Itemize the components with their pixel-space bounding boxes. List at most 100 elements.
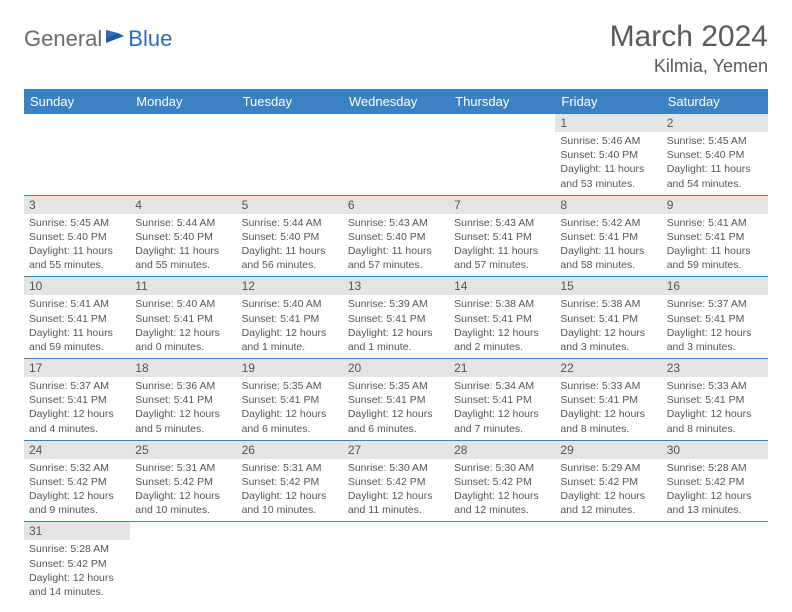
sunset-text: Sunset: 5:40 PM: [560, 148, 656, 162]
day-number: 20: [343, 359, 449, 377]
day-header: Monday: [130, 89, 236, 114]
logo: General Blue: [24, 20, 172, 52]
day-number: 23: [662, 359, 768, 377]
day-content: Sunrise: 5:38 AMSunset: 5:41 PMDaylight:…: [449, 295, 555, 358]
sunset-text: Sunset: 5:42 PM: [242, 475, 338, 489]
day-header: Thursday: [449, 89, 555, 114]
calendar-cell: [130, 522, 236, 603]
calendar-cell: [449, 522, 555, 603]
sunrise-text: Sunrise: 5:29 AM: [560, 461, 656, 475]
logo-text-blue: Blue: [128, 26, 172, 52]
calendar-cell: 25Sunrise: 5:31 AMSunset: 5:42 PMDayligh…: [130, 440, 236, 522]
day-content: Sunrise: 5:33 AMSunset: 5:41 PMDaylight:…: [662, 377, 768, 440]
calendar-cell: 4Sunrise: 5:44 AMSunset: 5:40 PMDaylight…: [130, 195, 236, 277]
day-number: 18: [130, 359, 236, 377]
daylight-text: Daylight: 12 hours and 3 minutes.: [560, 326, 656, 354]
day-content: Sunrise: 5:39 AMSunset: 5:41 PMDaylight:…: [343, 295, 449, 358]
day-header: Friday: [555, 89, 661, 114]
sunrise-text: Sunrise: 5:37 AM: [667, 297, 763, 311]
daylight-text: Daylight: 11 hours and 53 minutes.: [560, 162, 656, 190]
sunrise-text: Sunrise: 5:42 AM: [560, 216, 656, 230]
daylight-text: Daylight: 12 hours and 13 minutes.: [667, 489, 763, 517]
sunrise-text: Sunrise: 5:30 AM: [348, 461, 444, 475]
sunrise-text: Sunrise: 5:41 AM: [29, 297, 125, 311]
calendar-cell: 14Sunrise: 5:38 AMSunset: 5:41 PMDayligh…: [449, 277, 555, 359]
day-content: Sunrise: 5:30 AMSunset: 5:42 PMDaylight:…: [449, 459, 555, 522]
daylight-text: Daylight: 12 hours and 6 minutes.: [242, 407, 338, 435]
calendar-cell: 9Sunrise: 5:41 AMSunset: 5:41 PMDaylight…: [662, 195, 768, 277]
calendar-cell: 8Sunrise: 5:42 AMSunset: 5:41 PMDaylight…: [555, 195, 661, 277]
daylight-text: Daylight: 12 hours and 8 minutes.: [667, 407, 763, 435]
calendar-cell: [343, 522, 449, 603]
day-content: Sunrise: 5:31 AMSunset: 5:42 PMDaylight:…: [237, 459, 343, 522]
calendar-cell: [343, 114, 449, 195]
month-title: March 2024: [610, 20, 768, 54]
sunrise-text: Sunrise: 5:35 AM: [242, 379, 338, 393]
sunrise-text: Sunrise: 5:43 AM: [348, 216, 444, 230]
sunset-text: Sunset: 5:41 PM: [29, 312, 125, 326]
sunset-text: Sunset: 5:41 PM: [454, 393, 550, 407]
day-content: Sunrise: 5:43 AMSunset: 5:41 PMDaylight:…: [449, 214, 555, 277]
daylight-text: Daylight: 12 hours and 14 minutes.: [29, 571, 125, 599]
calendar-cell: 18Sunrise: 5:36 AMSunset: 5:41 PMDayligh…: [130, 359, 236, 441]
sunset-text: Sunset: 5:40 PM: [242, 230, 338, 244]
location: Kilmia, Yemen: [610, 56, 768, 77]
calendar-cell: 26Sunrise: 5:31 AMSunset: 5:42 PMDayligh…: [237, 440, 343, 522]
sunset-text: Sunset: 5:41 PM: [135, 312, 231, 326]
day-number: 12: [237, 277, 343, 295]
daylight-text: Daylight: 12 hours and 11 minutes.: [348, 489, 444, 517]
sunset-text: Sunset: 5:41 PM: [242, 393, 338, 407]
day-number: 2: [662, 114, 768, 132]
calendar-cell: [449, 114, 555, 195]
logo-flag-icon: [104, 28, 126, 51]
sunset-text: Sunset: 5:40 PM: [135, 230, 231, 244]
calendar-cell: [555, 522, 661, 603]
daylight-text: Daylight: 12 hours and 12 minutes.: [560, 489, 656, 517]
day-content: Sunrise: 5:44 AMSunset: 5:40 PMDaylight:…: [237, 214, 343, 277]
sunset-text: Sunset: 5:42 PM: [29, 557, 125, 571]
daylight-text: Daylight: 12 hours and 0 minutes.: [135, 326, 231, 354]
calendar-body: 1Sunrise: 5:46 AMSunset: 5:40 PMDaylight…: [24, 114, 768, 603]
day-header: Saturday: [662, 89, 768, 114]
sunset-text: Sunset: 5:42 PM: [29, 475, 125, 489]
day-content: Sunrise: 5:32 AMSunset: 5:42 PMDaylight:…: [24, 459, 130, 522]
calendar-cell: 16Sunrise: 5:37 AMSunset: 5:41 PMDayligh…: [662, 277, 768, 359]
calendar-cell: 21Sunrise: 5:34 AMSunset: 5:41 PMDayligh…: [449, 359, 555, 441]
sunrise-text: Sunrise: 5:36 AM: [135, 379, 231, 393]
day-content: Sunrise: 5:44 AMSunset: 5:40 PMDaylight:…: [130, 214, 236, 277]
daylight-text: Daylight: 11 hours and 55 minutes.: [135, 244, 231, 272]
daylight-text: Daylight: 12 hours and 10 minutes.: [242, 489, 338, 517]
daylight-text: Daylight: 12 hours and 1 minute.: [348, 326, 444, 354]
day-number: 4: [130, 196, 236, 214]
day-content: Sunrise: 5:37 AMSunset: 5:41 PMDaylight:…: [662, 295, 768, 358]
day-number: 27: [343, 441, 449, 459]
sunset-text: Sunset: 5:41 PM: [667, 230, 763, 244]
sunset-text: Sunset: 5:41 PM: [560, 393, 656, 407]
day-content: Sunrise: 5:29 AMSunset: 5:42 PMDaylight:…: [555, 459, 661, 522]
day-number: 5: [237, 196, 343, 214]
day-number: 9: [662, 196, 768, 214]
sunrise-text: Sunrise: 5:46 AM: [560, 134, 656, 148]
sunset-text: Sunset: 5:42 PM: [135, 475, 231, 489]
daylight-text: Daylight: 12 hours and 12 minutes.: [454, 489, 550, 517]
sunrise-text: Sunrise: 5:41 AM: [667, 216, 763, 230]
daylight-text: Daylight: 11 hours and 58 minutes.: [560, 244, 656, 272]
calendar-cell: 7Sunrise: 5:43 AMSunset: 5:41 PMDaylight…: [449, 195, 555, 277]
sunrise-text: Sunrise: 5:34 AM: [454, 379, 550, 393]
daylight-text: Daylight: 12 hours and 10 minutes.: [135, 489, 231, 517]
daylight-text: Daylight: 11 hours and 55 minutes.: [29, 244, 125, 272]
day-number: 13: [343, 277, 449, 295]
sunset-text: Sunset: 5:41 PM: [454, 312, 550, 326]
calendar-cell: 11Sunrise: 5:40 AMSunset: 5:41 PMDayligh…: [130, 277, 236, 359]
day-number: 24: [24, 441, 130, 459]
calendar-table: SundayMondayTuesdayWednesdayThursdayFrid…: [24, 89, 768, 603]
sunrise-text: Sunrise: 5:40 AM: [135, 297, 231, 311]
day-header: Sunday: [24, 89, 130, 114]
calendar-cell: [662, 522, 768, 603]
daylight-text: Daylight: 12 hours and 2 minutes.: [454, 326, 550, 354]
sunrise-text: Sunrise: 5:40 AM: [242, 297, 338, 311]
day-number: 16: [662, 277, 768, 295]
calendar-cell: [237, 114, 343, 195]
sunrise-text: Sunrise: 5:35 AM: [348, 379, 444, 393]
calendar-cell: 24Sunrise: 5:32 AMSunset: 5:42 PMDayligh…: [24, 440, 130, 522]
